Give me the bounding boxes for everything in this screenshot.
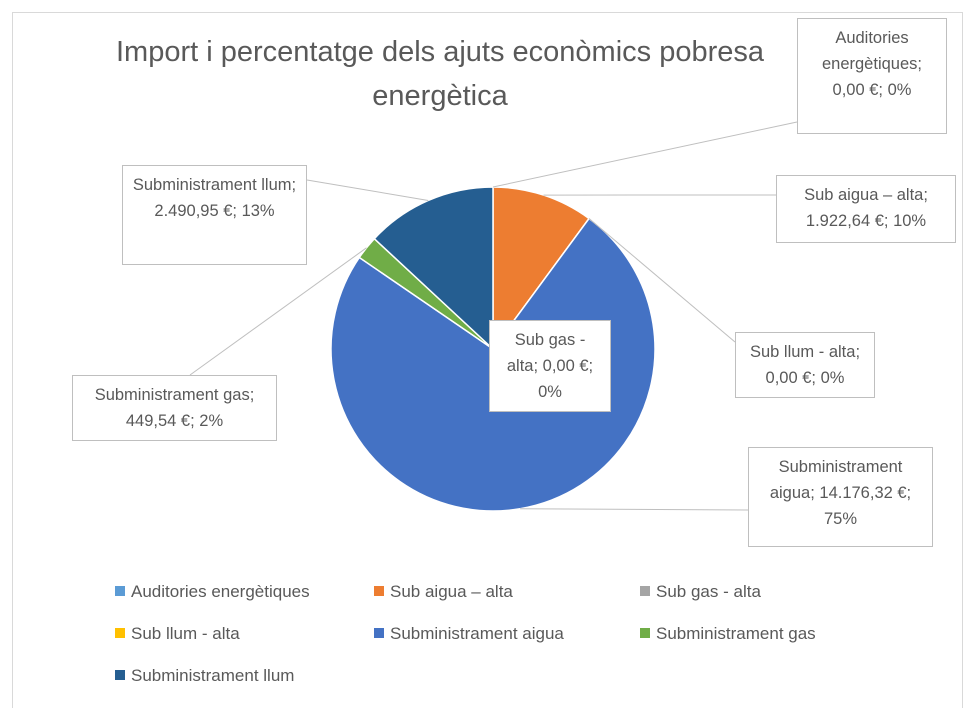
data-label: Sub llum - alta; 0,00 €; 0% [735, 332, 875, 398]
data-label-category: Subministrament aigua [769, 458, 903, 502]
legend-swatch [640, 628, 650, 638]
legend-item: Subministrament aigua [374, 624, 564, 644]
leader-line [189, 247, 367, 376]
legend-item: Subministrament gas [640, 624, 816, 644]
pie-slice [373, 186, 494, 351]
data-label-category: Auditories energètiques [821, 29, 918, 73]
data-label-category: Sub aigua – alta [804, 186, 924, 204]
legend-item: Sub gas - alta [640, 582, 761, 602]
legend-item: Sub llum - alta [115, 624, 240, 644]
data-label-category: Sub gas - alta [506, 331, 586, 375]
data-label-value: 0,00 €; 0% [538, 357, 594, 401]
legend-item: Auditories energètiques [115, 582, 310, 602]
legend-swatch [115, 670, 125, 680]
legend-label: Subministrament aigua [390, 624, 564, 643]
legend-label: Sub llum - alta [131, 624, 240, 643]
legend-swatch [374, 628, 384, 638]
leader-line [492, 121, 798, 188]
data-label: Subministrament gas; 449,54 €; 2% [72, 375, 277, 441]
data-label: Subministrament aigua; 14.176,32 €; 75% [748, 447, 933, 547]
chart-title: Import i percentatge dels ajuts econòmic… [115, 36, 764, 112]
data-label-category: Subministrament gas [94, 386, 250, 404]
data-label: Auditories energètiques; 0,00 €; 0% [797, 18, 947, 134]
leader-line [306, 179, 429, 201]
leader-line [588, 218, 736, 343]
legend-label: Subministrament gas [656, 624, 816, 643]
legend-swatch [640, 586, 650, 596]
data-label-category: Sub llum - alta [749, 343, 856, 361]
legend-label: Subministrament llum [131, 666, 295, 685]
data-label-value: 2.490,95 €; 13% [154, 202, 275, 220]
leader-line [520, 508, 749, 511]
legend-item: Subministrament llum [115, 666, 294, 686]
legend-label: Sub gas - alta [656, 582, 761, 601]
data-label-value: 0,00 €; 0% [832, 81, 912, 99]
legend-label: Sub aigua – alta [390, 582, 513, 601]
data-label-category: Subministrament llum [132, 176, 292, 194]
legend-item: Sub aigua – alta [374, 582, 513, 602]
data-label-value: 1.922,64 €; 10% [805, 212, 927, 230]
data-label: Sub aigua – alta; 1.922,64 €; 10% [776, 175, 956, 243]
legend-swatch [374, 586, 384, 596]
legend-swatch [115, 586, 125, 596]
data-label: Sub gas - alta; 0,00 €; 0% [489, 320, 611, 412]
data-label-value: 14.176,32 €; 75% [819, 484, 912, 528]
legend-swatch [115, 628, 125, 638]
legend-label: Auditories energètiques [131, 582, 310, 601]
data-label-value: 0,00 €; 0% [765, 369, 845, 387]
data-label: Subministrament llum; 2.490,95 €; 13% [122, 165, 307, 265]
data-label-value: 449,54 €; 2% [125, 412, 224, 430]
